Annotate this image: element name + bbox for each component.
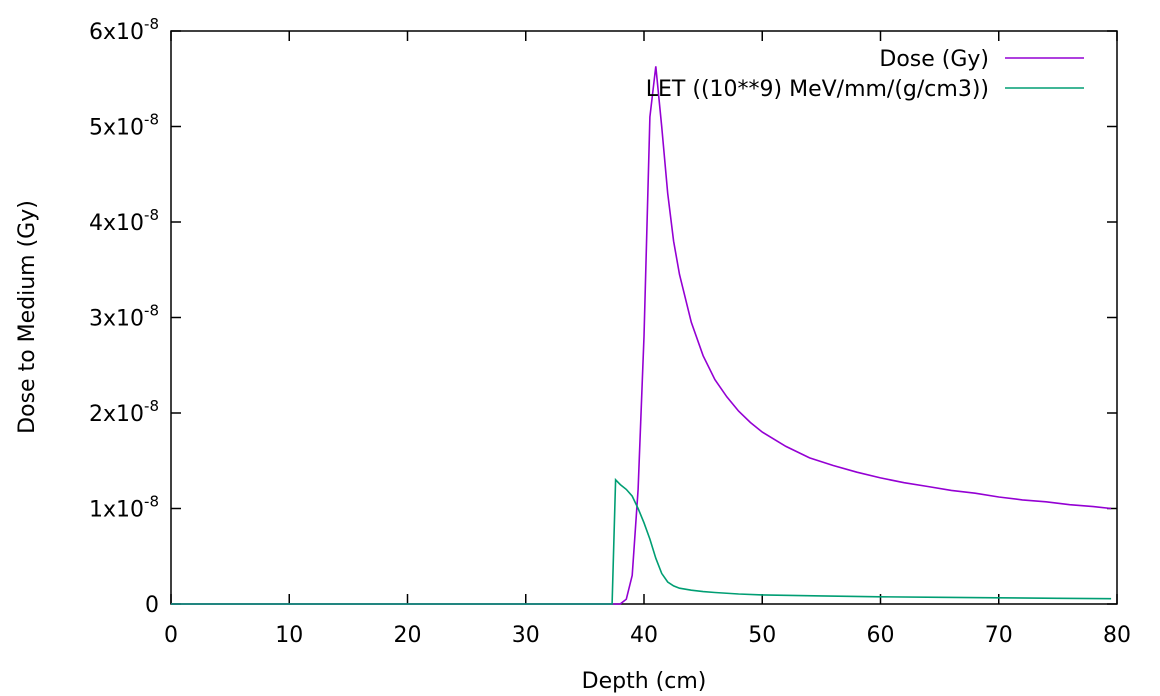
x-tick-label: 30 <box>512 623 540 648</box>
x-tick-label: 0 <box>164 623 178 648</box>
y-tick-label: 0 <box>145 593 159 618</box>
y-tick-label: 1x10-8 <box>89 493 159 523</box>
y-tick-label: 6x10-8 <box>89 15 159 45</box>
series-group <box>171 66 1112 605</box>
x-tick-label: 50 <box>748 623 776 648</box>
series-line-dose <box>171 66 1112 605</box>
legend-label-dose: Dose (Gy) <box>879 47 989 72</box>
x-tick-label: 10 <box>275 623 303 648</box>
tick-group: 0 10 20 30 40 50 60 70 80 0 1x10-8 2x10-8 3x10-8 4x10… <box>89 15 1131 648</box>
y-tick-label: 2x10-8 <box>89 397 159 427</box>
y-tick-label: 3x10-8 <box>89 302 159 332</box>
series-line-let <box>171 477 1112 605</box>
legend-label-let: LET ((10**9) MeV/mm/(g/cm3)) <box>646 77 989 102</box>
x-tick-label: 70 <box>985 623 1013 648</box>
legend: Dose (Gy) LET ((10**9) MeV/mm/(g/cm3)) <box>646 47 1084 102</box>
y-tick-label: 4x10-8 <box>89 206 159 236</box>
x-tick-label: 20 <box>394 623 422 648</box>
x-axis-label: Depth (cm) <box>582 669 707 694</box>
y-tick-label: 5x10-8 <box>89 111 159 141</box>
y-axis-label: Dose to Medium (Gy) <box>15 200 40 434</box>
x-tick-label: 60 <box>867 623 895 648</box>
x-tick-label: 80 <box>1103 623 1131 648</box>
x-tick-label: 40 <box>630 623 658 648</box>
